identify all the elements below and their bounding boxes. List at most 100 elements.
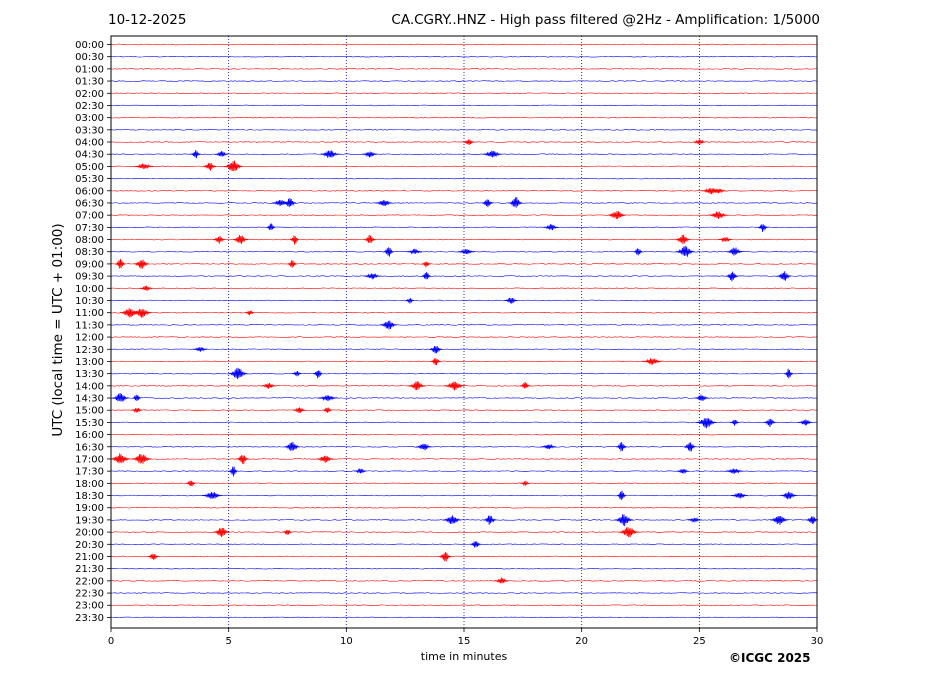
- event-13:30-7.9: [292, 370, 302, 377]
- trace-13:30: [110, 372, 818, 375]
- y-axis-label: UTC (local time = UTC + 01:00): [50, 223, 66, 437]
- event-13:00-13.8: [430, 358, 441, 366]
- event-08:00-4.6: [213, 235, 226, 244]
- event-17:00-1.3: [131, 453, 152, 464]
- event-06:30-17.2: [508, 197, 523, 208]
- y-tick-label: 15:00: [75, 406, 104, 417]
- y-tick-label: 09:00: [75, 259, 104, 270]
- event-19:30-21.8: [614, 514, 634, 527]
- event-16:30-24.6: [684, 442, 696, 452]
- y-tick-label: 20:30: [75, 540, 104, 551]
- event-15:30-26.5: [730, 419, 739, 426]
- event-07:30-6.8: [266, 223, 276, 231]
- event-14:30-1.1: [132, 394, 142, 401]
- plot-frame: [110, 35, 818, 629]
- event-08:30-12.9: [406, 248, 423, 255]
- copyright-label: ©ICGC 2025: [729, 651, 811, 665]
- x-tick-label: 30: [811, 636, 824, 647]
- event-11:30-11.8: [380, 320, 398, 330]
- event-04:30-9.3: [320, 150, 340, 158]
- event-18:30-4.3: [202, 491, 222, 499]
- vertical-gridlines: [228, 36, 700, 628]
- event-06:30-16: [481, 199, 493, 208]
- y-tick-label: 13:00: [75, 357, 104, 368]
- y-tick-label: 02:00: [75, 89, 104, 100]
- event-09:30-28.6: [776, 271, 792, 281]
- event-09:30-13.4: [421, 271, 431, 280]
- trace-21:00: [110, 555, 818, 558]
- y-tick-label: 08:30: [75, 247, 104, 258]
- event-17:30-5.2: [228, 466, 238, 477]
- event-10:30-17: [504, 297, 518, 304]
- y-tick-label: 07:30: [75, 223, 104, 234]
- y-tick-label: 11:00: [75, 308, 104, 319]
- event-09:00-0.4: [115, 258, 126, 269]
- trace-05:30: [110, 177, 818, 180]
- y-tick-label: 14:00: [75, 381, 104, 392]
- event-21:00-14.2: [438, 552, 452, 562]
- event-09:30-11.1: [363, 272, 381, 280]
- trace-22:00: [110, 580, 818, 582]
- trace-12:00: [110, 336, 818, 338]
- y-tick-label: 07:00: [75, 211, 104, 222]
- event-14:00-13: [407, 381, 426, 391]
- x-axis-label: time in minutes: [420, 650, 508, 663]
- y-tick-label: 21:00: [75, 552, 104, 563]
- event-13:00-23: [642, 358, 662, 365]
- trace-22:30: [110, 592, 818, 594]
- event-17:00-9.1: [316, 455, 334, 463]
- trace-23:30: [110, 616, 818, 619]
- trace-00:30: [110, 55, 818, 58]
- trace-01:30: [110, 80, 818, 82]
- event-19:30-29.8: [806, 516, 819, 524]
- y-tick-label: 23:00: [75, 601, 104, 612]
- y-tick-label: 23:30: [75, 613, 104, 624]
- event-08:30-26.5: [726, 247, 743, 256]
- event-08:30-11.8: [383, 247, 394, 257]
- event-06:00-25.8: [709, 187, 727, 194]
- event-08:00-5.5: [232, 235, 248, 244]
- y-tick-label: 08:00: [75, 235, 104, 246]
- event-20:00-22: [618, 527, 639, 538]
- event-05:00-4.2: [203, 162, 217, 171]
- event-17:00-5.6: [236, 455, 249, 465]
- event-13:30-28.8: [784, 368, 794, 379]
- y-tick-label: 05:00: [75, 162, 104, 173]
- event-09:30-26.4: [726, 271, 739, 282]
- event-04:30-16.2: [482, 150, 502, 158]
- event-21:00-1.8: [147, 553, 159, 560]
- event-09:00-13.4: [421, 261, 431, 268]
- y-tick-label: 09:30: [75, 272, 104, 283]
- event-16:30-13.3: [416, 443, 432, 451]
- x-tick-label: 10: [340, 636, 353, 647]
- y-tick-label: 17:00: [75, 454, 104, 465]
- y-tick-label: 02:30: [75, 101, 104, 112]
- trace-20:30: [110, 543, 818, 545]
- event-20:00-7.5: [282, 529, 293, 535]
- event-19:30-16.1: [483, 515, 497, 525]
- event-08:00-11: [363, 234, 376, 243]
- event-18:30-21.7: [616, 490, 627, 501]
- event-04:30-4.7: [214, 151, 228, 157]
- event-06:30-7.6: [283, 198, 297, 208]
- y-tick-label: 22:30: [75, 589, 104, 600]
- event-17:30-26.5: [725, 468, 744, 474]
- trace-00:00: [110, 43, 817, 46]
- event-04:00-15.2: [463, 139, 475, 146]
- trace-15:00: [110, 409, 818, 411]
- y-tick-label: 18:00: [75, 479, 104, 490]
- trace-06:00: [110, 190, 818, 192]
- y-tick-label: 04:30: [75, 150, 104, 161]
- y-tick-label: 18:30: [75, 491, 104, 502]
- trace-09:30: [110, 275, 818, 277]
- y-tick-label: 00:30: [75, 52, 104, 63]
- event-20:30-15.5: [470, 541, 482, 548]
- event-13:30-5.4: [228, 367, 248, 380]
- y-tick-label: 16:30: [75, 442, 104, 453]
- trace-16:30: [110, 446, 818, 448]
- event-15:00-1.1: [131, 408, 142, 413]
- event-16:30-21.7: [616, 442, 627, 452]
- event-18:00-17.6: [520, 480, 530, 487]
